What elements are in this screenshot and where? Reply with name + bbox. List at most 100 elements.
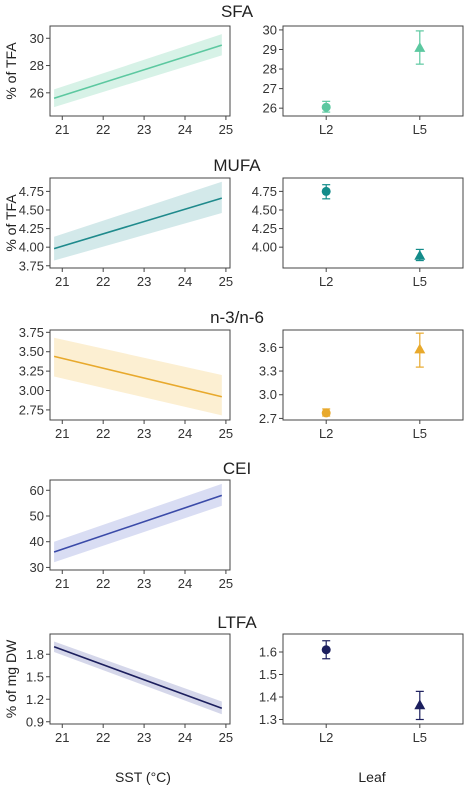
y-tick-label: 1.4: [259, 690, 277, 705]
y-tick-label: 30: [263, 22, 277, 37]
y-tick-label: 4.25: [19, 221, 44, 236]
trend-plot: 21 22 23 24 25 26 28 30 % of TFA: [3, 25, 233, 137]
leaf-plot-frame: [282, 25, 464, 117]
y-tick-label: 1.3: [259, 712, 277, 727]
y-tick-label: 4.00: [19, 240, 44, 255]
y-tick-label: 50: [30, 509, 44, 524]
x-tick-label: L5: [413, 122, 427, 137]
x-tick-label: L2: [319, 274, 333, 289]
x-tick-label: 21: [55, 426, 69, 441]
x-tick-label: 24: [178, 426, 192, 441]
x-tick-label: 25: [219, 576, 233, 591]
x-tick-label: 23: [137, 576, 151, 591]
x-tick-label: 21: [55, 730, 69, 745]
y-tick-label: 30: [30, 560, 44, 575]
x-tick-label: L2: [319, 730, 333, 745]
y-axis-label: % of mg DW: [3, 639, 19, 718]
leaf-plot: 4.00 4.25 4.50 4.75 L2 L5: [252, 177, 464, 289]
y-tick-label: 4.50: [19, 202, 44, 217]
x-tick-label: 24: [178, 730, 192, 745]
y-tick-label: 40: [30, 534, 44, 549]
leaf-plot-frame: [282, 177, 464, 269]
regression-line: [53, 645, 223, 710]
x-tick-label: 23: [137, 730, 151, 745]
y-tick-label: 3.00: [19, 383, 44, 398]
x-tick-label: L5: [413, 274, 427, 289]
leaf-plot-frame: [282, 633, 464, 725]
data-point-circle: [321, 186, 331, 196]
x-tick-label: 22: [96, 730, 110, 745]
x-tick-label: 25: [219, 274, 233, 289]
x-tick-label: 24: [178, 122, 192, 137]
y-tick-label: 30: [30, 31, 44, 46]
y-tick-label: 4.75: [252, 184, 277, 199]
data-point-triangle: [414, 699, 426, 710]
x-tick-label: 22: [96, 426, 110, 441]
y-tick-label: 3.75: [19, 325, 44, 340]
x-tick-label: 21: [55, 274, 69, 289]
panel-n-3-n-6: n-3/n-6 21 22 23 24 25 2.75 3.00 3.25 3.50 3.75 2.7…: [19, 308, 464, 441]
trend-plot: 21 22 23 24 25 3.75 4.00 4.25 4.50 4.75% of TFA: [3, 177, 233, 289]
panel-title: SFA: [221, 2, 254, 21]
y-tick-label: 29: [263, 42, 277, 57]
panel-sfa: SFA 21 22 23 24 25 26 28 30 % of TFA 26 27 28 29 30 L2 L…: [3, 2, 464, 137]
y-tick-label: 2.7: [259, 411, 277, 426]
x-axis-label-leaf: Leaf: [358, 769, 385, 785]
leaf-plot-frame: [282, 329, 464, 421]
y-tick-label: 28: [30, 58, 44, 73]
data-point-circle: [321, 408, 331, 418]
x-tick-label: L5: [413, 426, 427, 441]
y-tick-label: 3.3: [259, 364, 277, 379]
y-tick-label: 3.25: [19, 364, 44, 379]
y-tick-label: 0.9: [26, 714, 44, 729]
x-tick-label: 22: [96, 274, 110, 289]
data-point-circle: [321, 645, 331, 655]
regression-line: [53, 197, 223, 250]
data-point-triangle: [414, 343, 426, 354]
x-tick-label: 23: [137, 122, 151, 137]
y-tick-label: 1.6: [259, 645, 277, 660]
trend-plot: 21 22 23 24 25 0.9 1.2 1.5 1.8 % of mg DW: [3, 633, 233, 745]
x-tick-label: L2: [319, 122, 333, 137]
x-tick-label: L2: [319, 426, 333, 441]
y-tick-label: 3.6: [259, 340, 277, 355]
x-tick-label: 25: [219, 426, 233, 441]
y-tick-label: 3.75: [19, 258, 44, 273]
leaf-plot: 26 27 28 29 30 L2 L5: [263, 22, 464, 137]
x-tick-label: 25: [219, 730, 233, 745]
panel-cei: CEI 21 22 23 24 25 30 40 50 60: [30, 459, 252, 591]
regression-line: [53, 355, 223, 398]
x-axis-label-sst: SST (°C): [115, 769, 171, 785]
y-tick-label: 4.50: [252, 202, 277, 217]
confidence-band: [54, 181, 222, 261]
y-tick-label: 1.8: [26, 647, 44, 662]
trend-plot: 21 22 23 24 25 2.75 3.00 3.25 3.50 3.75: [19, 325, 233, 441]
regression-line: [53, 44, 223, 100]
x-tick-label: L5: [413, 730, 427, 745]
y-tick-label: 4.25: [252, 221, 277, 236]
data-point-circle: [321, 102, 331, 112]
x-tick-label: 23: [137, 426, 151, 441]
x-tick-label: 25: [219, 122, 233, 137]
panel-title: LTFA: [217, 613, 257, 632]
trend-plot: 21 22 23 24 25 30 40 50 60: [30, 479, 233, 591]
y-tick-label: 26: [30, 85, 44, 100]
leaf-plot: 1.3 1.4 1.5 1.6 L2 L5: [259, 633, 464, 745]
y-tick-label: 1.2: [26, 692, 44, 707]
x-tick-label: 21: [55, 122, 69, 137]
y-tick-label: 1.5: [259, 667, 277, 682]
leaf-plot: 2.7 3.0 3.3 3.6 L2 L5: [259, 329, 464, 441]
regression-line: [53, 494, 223, 553]
panel-title: CEI: [223, 459, 251, 478]
data-point-triangle: [414, 42, 426, 52]
panel-title: n-3/n-6: [210, 308, 264, 327]
x-tick-label: 23: [137, 274, 151, 289]
x-tick-label: 21: [55, 576, 69, 591]
confidence-band: [54, 34, 222, 108]
y-tick-label: 1.5: [26, 669, 44, 684]
data-point-triangle: [414, 249, 426, 260]
x-tick-label: 24: [178, 576, 192, 591]
